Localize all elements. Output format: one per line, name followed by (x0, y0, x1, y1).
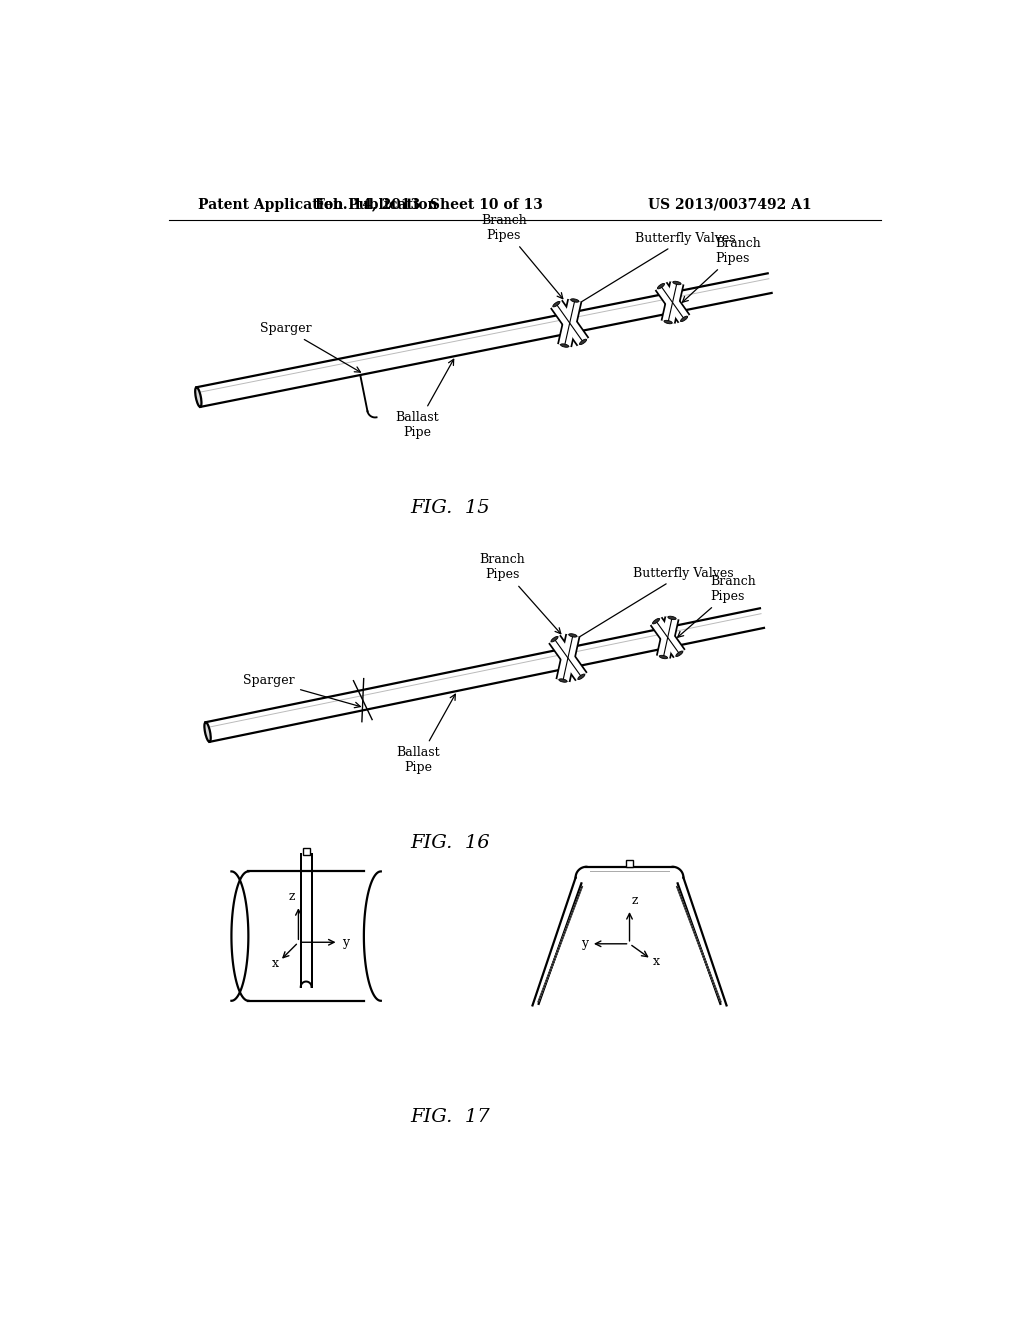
Text: z: z (289, 890, 296, 903)
Text: US 2013/0037492 A1: US 2013/0037492 A1 (648, 198, 812, 211)
Text: FIG.  16: FIG. 16 (411, 834, 489, 851)
Text: Sparger: Sparger (260, 322, 360, 372)
Bar (303, 847, 309, 855)
Text: Ballast
Pipe: Ballast Pipe (395, 359, 454, 440)
Ellipse shape (570, 298, 579, 302)
Ellipse shape (568, 634, 577, 638)
Text: Branch
Pipes: Branch Pipes (678, 576, 756, 638)
Ellipse shape (664, 321, 673, 323)
Text: Patent Application Publication: Patent Application Publication (199, 198, 438, 211)
Ellipse shape (673, 281, 681, 285)
Ellipse shape (205, 722, 211, 742)
Ellipse shape (668, 616, 676, 619)
Ellipse shape (657, 284, 665, 289)
Text: FIG.  17: FIG. 17 (411, 1107, 489, 1126)
Text: y: y (342, 936, 349, 949)
Text: z: z (632, 894, 638, 907)
Ellipse shape (652, 619, 659, 624)
Bar (626, 861, 633, 867)
Ellipse shape (676, 651, 683, 656)
Ellipse shape (553, 301, 560, 306)
Ellipse shape (196, 387, 202, 407)
Ellipse shape (681, 315, 688, 322)
Text: Butterfly Valves: Butterfly Valves (569, 566, 734, 643)
Ellipse shape (578, 675, 585, 680)
Text: Ballast
Pipe: Ballast Pipe (396, 694, 456, 774)
Ellipse shape (559, 678, 567, 682)
Ellipse shape (659, 655, 668, 659)
Text: Feb. 14, 2013  Sheet 10 of 13: Feb. 14, 2013 Sheet 10 of 13 (315, 198, 544, 211)
Text: FIG.  15: FIG. 15 (411, 499, 489, 517)
Text: Sparger: Sparger (244, 675, 360, 708)
Ellipse shape (560, 343, 568, 347)
Text: y: y (582, 937, 589, 950)
Ellipse shape (580, 339, 587, 345)
Text: Branch
Pipes: Branch Pipes (479, 553, 561, 634)
Text: Branch
Pipes: Branch Pipes (682, 238, 761, 302)
Text: x: x (271, 957, 279, 970)
Text: x: x (653, 954, 660, 968)
Ellipse shape (551, 636, 558, 642)
Text: Branch
Pipes: Branch Pipes (481, 214, 563, 298)
Text: Butterfly Valves: Butterfly Valves (571, 232, 736, 308)
